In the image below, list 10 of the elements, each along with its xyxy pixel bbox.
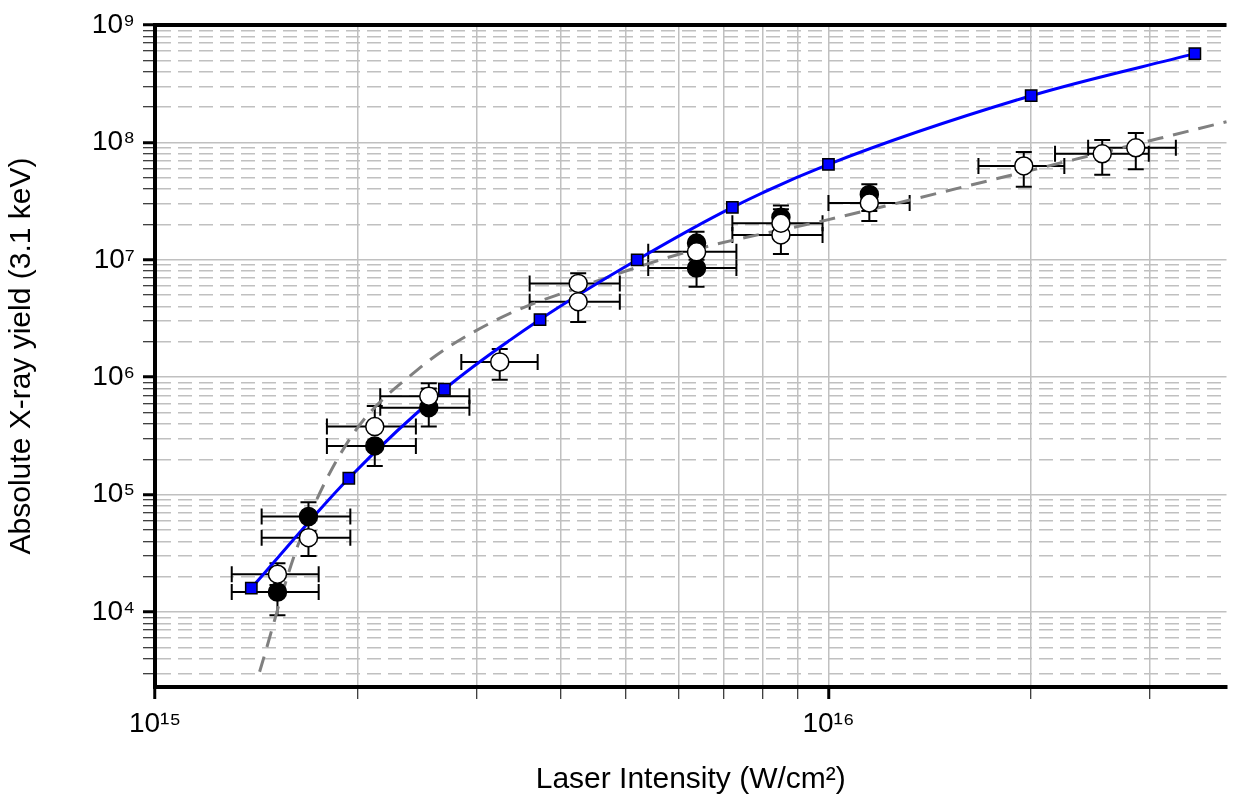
y-tick-label: 10⁹ — [91, 7, 135, 39]
y-tick-label: 10⁸ — [92, 125, 135, 157]
y-tick-label: 10⁵ — [92, 477, 135, 509]
y-tick-label: 10⁷ — [93, 242, 135, 274]
y-tick-label: 10⁶ — [92, 359, 135, 391]
y-tick-label: 10⁴ — [91, 594, 135, 626]
y-axis-title: Absolute X-ray yield (3.1 keV) — [3, 157, 37, 555]
x-tick-label: 10¹⁶ — [802, 706, 855, 738]
x-axis-title: Laser Intensity (W/cm²) — [535, 761, 846, 795]
x-tick-label: 10¹⁵ — [128, 706, 182, 738]
